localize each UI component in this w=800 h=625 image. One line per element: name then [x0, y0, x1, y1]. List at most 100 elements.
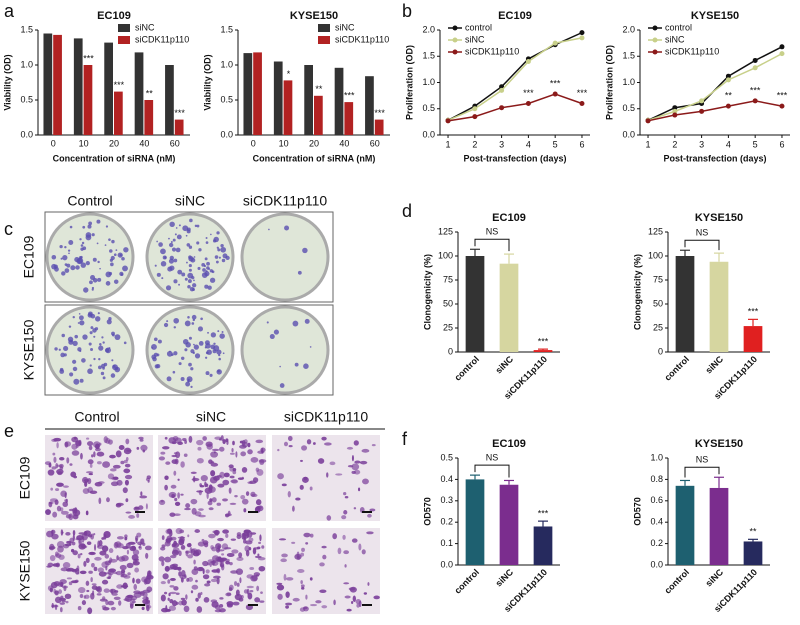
colony — [90, 274, 96, 281]
cell — [88, 551, 96, 556]
cell — [160, 580, 166, 585]
cell — [103, 531, 111, 538]
cell — [352, 595, 356, 603]
cell — [118, 556, 126, 562]
y-tick-label: 0.6 — [650, 495, 663, 505]
colony — [70, 265, 76, 271]
cell — [103, 436, 108, 444]
cell — [231, 447, 234, 453]
cell — [198, 566, 204, 571]
colony — [181, 356, 185, 361]
point — [752, 57, 758, 63]
colony — [90, 326, 94, 330]
colony — [217, 248, 221, 252]
cell — [127, 572, 131, 576]
colony — [59, 367, 64, 372]
cell — [220, 435, 224, 442]
point — [579, 30, 585, 36]
cell — [72, 534, 75, 541]
panel-label: b — [402, 1, 412, 21]
cell — [52, 511, 58, 518]
colony — [157, 339, 162, 344]
dish — [240, 212, 330, 302]
cell — [64, 441, 69, 448]
x-tick-label: siNC — [704, 567, 726, 589]
cell — [139, 438, 144, 442]
cell — [58, 597, 67, 601]
colony — [54, 266, 59, 272]
colony — [175, 247, 181, 253]
cell — [202, 574, 210, 580]
cell — [211, 448, 220, 452]
cell — [126, 549, 130, 555]
colony — [167, 266, 173, 272]
cell — [288, 444, 293, 448]
colony — [279, 365, 281, 368]
cell — [131, 554, 139, 561]
cell — [169, 585, 175, 588]
cell — [299, 484, 304, 490]
colony — [151, 346, 154, 349]
cell — [202, 568, 205, 575]
colony — [66, 263, 71, 268]
cell — [208, 533, 216, 539]
colony — [105, 225, 109, 228]
colony — [187, 285, 191, 289]
colony — [96, 242, 99, 245]
cell — [72, 550, 78, 556]
cell — [305, 594, 308, 600]
y-tick-label: 0.5 — [440, 452, 453, 462]
cell — [124, 534, 128, 539]
cell — [66, 457, 70, 464]
colony — [160, 248, 166, 255]
cell — [256, 585, 260, 592]
cell — [133, 506, 140, 511]
cell — [197, 541, 206, 547]
cell — [245, 491, 250, 496]
cell — [96, 593, 102, 596]
colony — [294, 362, 299, 367]
cell — [214, 609, 222, 613]
cell — [142, 449, 146, 453]
cell — [193, 559, 196, 565]
colony — [162, 255, 167, 260]
cell — [281, 553, 288, 558]
colony — [171, 247, 177, 252]
x-tick-label: 0 — [251, 138, 256, 148]
colony — [193, 279, 195, 282]
colony — [68, 240, 74, 245]
colony — [102, 341, 105, 344]
colony — [303, 363, 309, 369]
cell — [250, 457, 259, 463]
cell — [344, 496, 349, 499]
cell — [115, 450, 122, 458]
cell — [231, 549, 239, 554]
colony — [218, 256, 221, 259]
cell — [74, 579, 79, 583]
cell — [180, 597, 186, 600]
cell — [218, 438, 222, 441]
y-tick-label: 0.4 — [650, 517, 663, 527]
cell — [53, 456, 57, 463]
cell — [171, 454, 178, 458]
bar — [533, 350, 553, 352]
cell — [177, 492, 180, 499]
colony — [205, 241, 209, 244]
cell — [303, 532, 311, 538]
cell — [256, 546, 261, 550]
colony — [221, 258, 226, 263]
cell — [131, 545, 136, 551]
cell — [206, 492, 209, 500]
cell — [161, 544, 166, 548]
colony — [90, 313, 96, 319]
colony — [185, 342, 191, 348]
cell — [255, 499, 262, 506]
colony — [218, 357, 221, 361]
cell — [109, 454, 116, 459]
colony — [200, 317, 203, 321]
cell — [212, 575, 221, 579]
cell — [235, 568, 244, 575]
cell — [185, 503, 191, 509]
chart-title: EC109 — [492, 212, 526, 224]
cell — [127, 541, 136, 545]
